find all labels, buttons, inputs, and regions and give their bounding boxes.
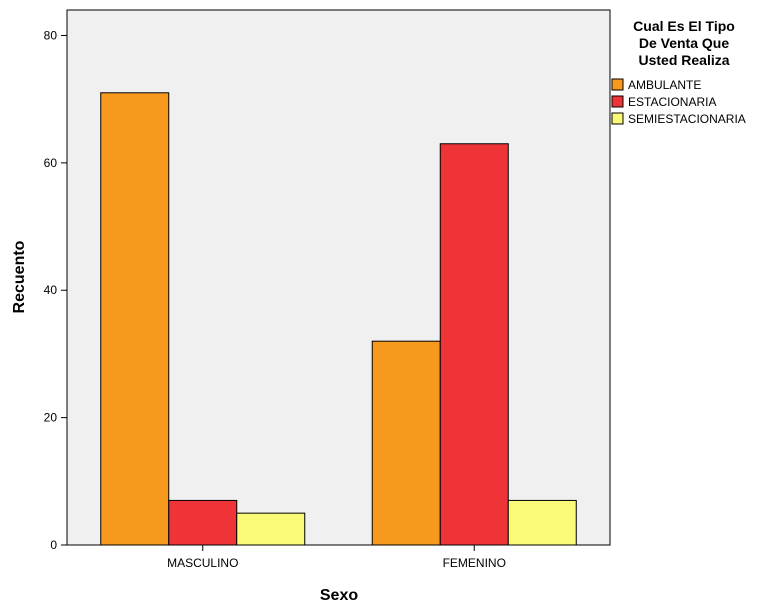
legend: Cual Es El Tipo De Venta Que Usted Reali… <box>611 18 746 126</box>
y-axis: 0 20 40 60 80 <box>44 28 67 552</box>
legend-label-estacionaria: ESTACIONARIA <box>628 95 716 109</box>
legend-label-semiestacionaria: SEMIESTACIONARIA <box>628 112 746 126</box>
bar-semiestacionaria-femenino <box>507 499 577 546</box>
legend-title-line-2: De Venta Que <box>639 35 729 51</box>
x-axis: MASCULINO FEMENINO <box>167 545 506 570</box>
legend-title-line-3: Usted Realiza <box>638 52 729 68</box>
bar-ambulante-masculino <box>100 92 170 546</box>
bar-ambulante-femenino <box>371 340 441 546</box>
legend-items: AMBULANTE ESTACIONARIA SEMIESTACIONARIA <box>611 78 746 126</box>
x-axis-title: Sexo <box>320 587 358 604</box>
legend-title-line-1: Cual Es El Tipo <box>633 18 735 34</box>
bar-estacionaria-masculino <box>168 499 238 546</box>
bars-group <box>100 92 577 546</box>
y-tick-label: 80 <box>44 28 58 42</box>
legend-swatch-semiestacionaria <box>611 112 624 125</box>
legend-swatch-ambulante <box>611 78 624 91</box>
bar-semiestacionaria-masculino <box>236 512 306 546</box>
legend-label-ambulante: AMBULANTE <box>628 78 701 92</box>
x-tick-label: MASCULINO <box>167 556 238 570</box>
x-tick-label: FEMENINO <box>443 556 506 570</box>
y-tick-label: 20 <box>44 411 58 425</box>
bar-estacionaria-femenino <box>439 143 509 546</box>
y-tick-label: 40 <box>44 283 58 297</box>
legend-swatch-estacionaria <box>611 95 624 108</box>
y-tick-label: 60 <box>44 156 58 170</box>
y-tick-label: 0 <box>50 538 57 552</box>
y-axis-title: Recuento <box>11 240 28 313</box>
